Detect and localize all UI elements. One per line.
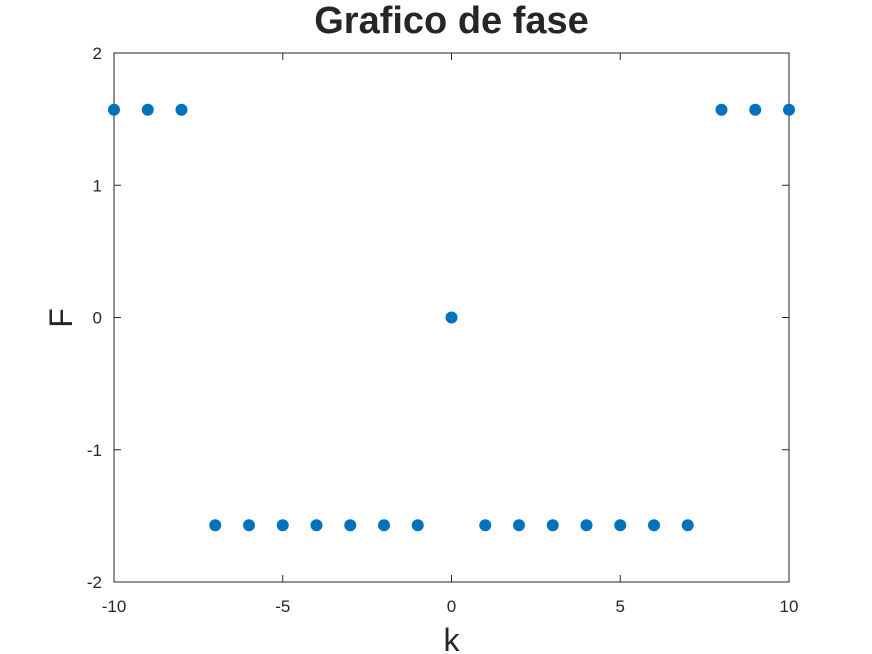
- data-point: [445, 311, 458, 324]
- y-tick-label: -2: [87, 573, 102, 592]
- data-point: [310, 519, 323, 532]
- data-point: [141, 103, 154, 116]
- data-point: [344, 519, 357, 532]
- data-point: [513, 519, 525, 532]
- data-point: [715, 103, 728, 116]
- data-point: [209, 519, 222, 532]
- x-tick-label: -10: [102, 597, 127, 616]
- data-point: [108, 103, 120, 116]
- data-point: [783, 103, 795, 116]
- x-tick-label: 5: [616, 597, 625, 616]
- data-point: [243, 519, 255, 532]
- data-point: [411, 519, 424, 532]
- data-point: [749, 103, 762, 116]
- data-point: [546, 519, 559, 532]
- data-point: [479, 519, 492, 532]
- data-point: [175, 103, 188, 116]
- data-point: [580, 519, 593, 532]
- y-tick-label: 2: [93, 44, 102, 63]
- x-tick-label: 0: [447, 597, 456, 616]
- x-tick-label: 10: [780, 597, 799, 616]
- data-points: [108, 103, 795, 532]
- x-axis-label: k: [444, 622, 461, 654]
- y-axis-label: F: [43, 308, 79, 328]
- data-point: [614, 519, 627, 532]
- chart-title: Grafico de fase: [314, 0, 589, 42]
- data-point: [681, 519, 694, 532]
- data-point: [648, 519, 660, 532]
- data-point: [378, 519, 390, 532]
- data-point: [276, 519, 289, 532]
- x-tick-label: -5: [275, 597, 290, 616]
- y-tick-label: 1: [93, 176, 102, 195]
- y-tick-label: -1: [87, 441, 102, 460]
- y-tick-label: 0: [93, 309, 102, 328]
